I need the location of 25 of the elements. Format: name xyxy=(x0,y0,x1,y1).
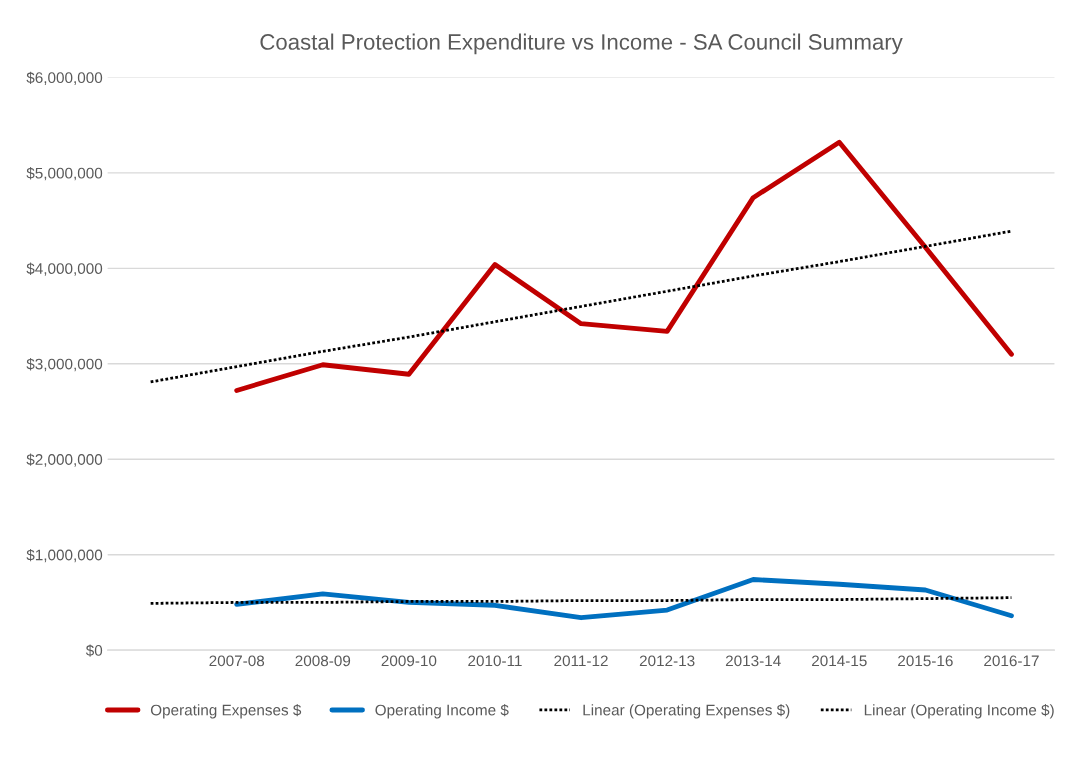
line-series xyxy=(234,577,1014,621)
legend-label: Operating Expenses $ xyxy=(150,704,302,719)
x-tick-label: 2009-10 xyxy=(381,655,437,667)
x-tick-label: 2015-16 xyxy=(898,655,953,667)
legend-label: Linear (Operating Expenses $) xyxy=(583,704,790,719)
y-tick-label: $2,000,000 xyxy=(26,453,103,467)
x-tick-label: 2014-15 xyxy=(812,655,867,667)
y-tick-label: $1,000,000 xyxy=(26,548,103,563)
x-tick-label: 2011-12 xyxy=(554,655,608,667)
x-tick-label: 2008-09 xyxy=(295,655,351,667)
legend-label: Operating Income $ xyxy=(375,704,509,719)
legend-label: Linear (Operating Income $) xyxy=(864,704,1054,719)
x-tick-label: 2007-08 xyxy=(209,655,265,667)
y-tick-label: $5,000,000 xyxy=(26,167,103,181)
x-tick-label: 2016-17 xyxy=(984,655,1039,667)
y-tick-label: $3,000,000 xyxy=(26,358,103,372)
x-tick-label: 2010-11 xyxy=(468,655,522,667)
x-tick-label: 2013-14 xyxy=(725,655,781,667)
y-tick-label: $6,000,000 xyxy=(26,71,103,85)
x-tick-label: 2012-13 xyxy=(639,655,695,667)
y-tick-label: $0 xyxy=(85,644,103,657)
line-series xyxy=(234,139,1014,393)
y-tick-label: $4,000,000 xyxy=(26,262,103,276)
chart-title: Coastal Protection Expenditure vs Income - SA Council Summary xyxy=(260,33,903,55)
line-series xyxy=(149,229,1013,384)
